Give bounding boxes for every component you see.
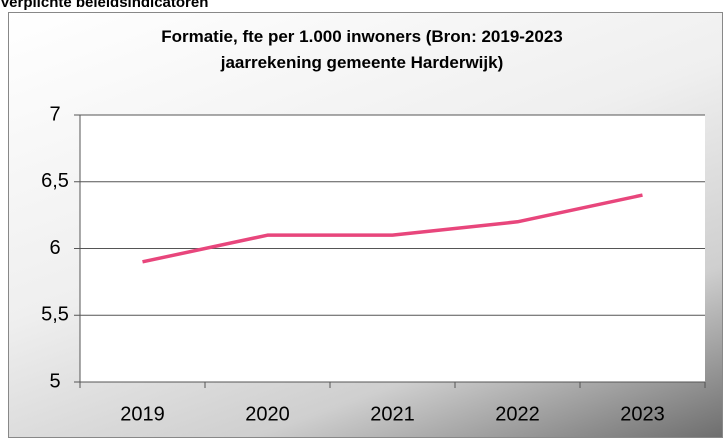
x-tick-label: 2023 xyxy=(620,403,665,425)
x-tick-label: 2019 xyxy=(120,403,165,425)
y-tick-label: 6,5 xyxy=(41,170,69,192)
y-tick-label: 6 xyxy=(49,237,60,259)
page-header: Verplichte beleidsindicatoren xyxy=(0,0,209,11)
y-tick-label: 7 xyxy=(49,103,60,125)
x-tick-label: 2021 xyxy=(370,403,415,425)
y-tick-label: 5 xyxy=(49,370,60,392)
x-tick-label: 2022 xyxy=(495,403,540,425)
y-tick-label: 5,5 xyxy=(41,304,69,326)
x-tick-label: 2020 xyxy=(245,403,290,425)
chart-title: Formatie, fte per 1.000 inwoners (Bron: … xyxy=(161,27,563,72)
data-line xyxy=(142,193,643,264)
